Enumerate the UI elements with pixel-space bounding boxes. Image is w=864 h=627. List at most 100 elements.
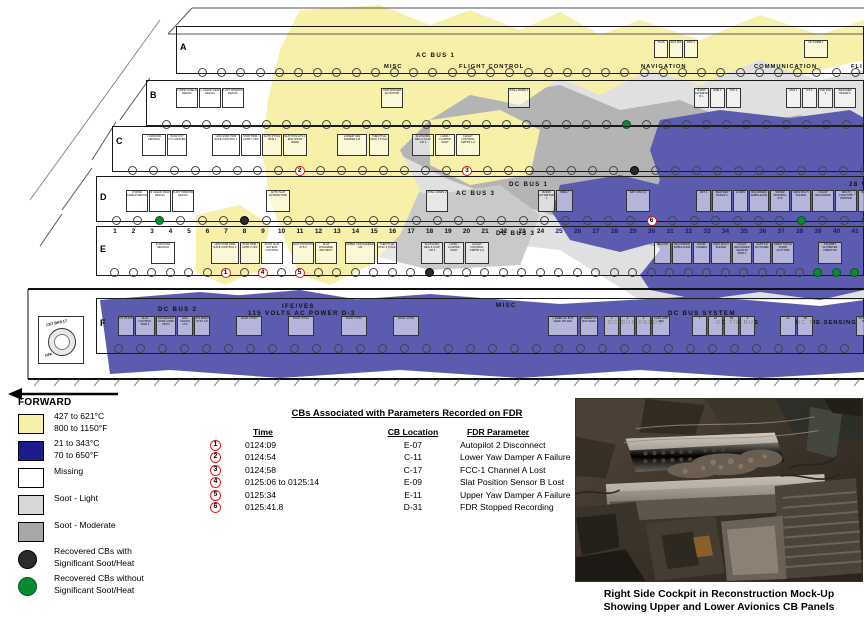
- circuit-breaker-hole[interactable]: [466, 344, 475, 353]
- circuit-breaker-hole[interactable]: [488, 344, 497, 353]
- circuit-breaker-hole[interactable]: [240, 216, 250, 225]
- circuit-breaker-hole[interactable]: [642, 120, 651, 129]
- circuit-breaker-hole[interactable]: [202, 268, 212, 277]
- circuit-breaker-hole[interactable]: [390, 68, 399, 77]
- circuit-breaker-hole[interactable]: [762, 120, 771, 129]
- circuit-breaker-hole[interactable]: [668, 216, 678, 225]
- circuit-breaker-hole[interactable]: [302, 120, 311, 129]
- circuit-breaker-hole[interactable]: [475, 216, 485, 225]
- circuit-breaker-hole[interactable]: [390, 216, 400, 225]
- circuit-breaker-hole[interactable]: [742, 120, 751, 129]
- circuit-breaker-hole[interactable]: [114, 344, 123, 353]
- circuit-breaker-hole[interactable]: [184, 268, 193, 277]
- circuit-breaker-hole[interactable]: [326, 216, 335, 225]
- circuit-breaker-hole[interactable]: [525, 166, 535, 175]
- circuit-breaker-hole[interactable]: [148, 166, 158, 175]
- circuit-breaker-hole[interactable]: [504, 166, 514, 175]
- circuit-breaker-hole[interactable]: [720, 268, 730, 277]
- circuit-breaker-hole[interactable]: [443, 268, 452, 277]
- circuit-breaker-hole[interactable]: [554, 344, 563, 353]
- circuit-breaker-hole[interactable]: [625, 216, 635, 225]
- circuit-breaker-hole[interactable]: [842, 120, 851, 129]
- circuit-breaker-hole[interactable]: [370, 68, 380, 77]
- circuit-breaker-hole[interactable]: [182, 120, 191, 129]
- circuit-breaker-hole[interactable]: [420, 166, 430, 175]
- circuit-breaker-hole[interactable]: [850, 68, 860, 77]
- ckt-bkr-light-knob[interactable]: CKT BKR LT OFF: [38, 316, 84, 364]
- circuit-breaker-hole[interactable]: [732, 216, 742, 225]
- circuit-breaker-hole[interactable]: [482, 120, 491, 129]
- circuit-breaker-hole[interactable]: [422, 120, 431, 129]
- circuit-breaker-hole[interactable]: [253, 166, 263, 175]
- circuit-breaker-hole[interactable]: [686, 344, 695, 353]
- circuit-breaker-hole[interactable]: [304, 216, 314, 225]
- circuit-breaker-hole[interactable]: [817, 166, 827, 175]
- circuit-breaker-hole[interactable]: [283, 216, 293, 225]
- circuit-breaker-hole[interactable]: [692, 166, 702, 175]
- circuit-breaker-hole[interactable]: [683, 268, 693, 277]
- circuit-breaker-hole[interactable]: [211, 166, 221, 175]
- circuit-breaker-hole[interactable]: [859, 166, 864, 175]
- circuit-breaker-hole[interactable]: [337, 166, 346, 175]
- circuit-breaker-hole[interactable]: [517, 268, 526, 277]
- circuit-breaker-hole[interactable]: [775, 216, 785, 225]
- circuit-breaker-hole[interactable]: [444, 344, 453, 353]
- circuit-breaker-hole[interactable]: [262, 120, 271, 129]
- circuit-breaker-hole[interactable]: [399, 166, 409, 175]
- circuit-breaker-hole[interactable]: [347, 216, 357, 225]
- circuit-breaker-hole[interactable]: [566, 166, 576, 175]
- circuit-breaker-hole[interactable]: [754, 68, 764, 77]
- circuit-breaker-hole[interactable]: [362, 120, 371, 129]
- circuit-breaker-hole[interactable]: [752, 344, 761, 353]
- circuit-breaker-hole[interactable]: [562, 120, 571, 129]
- circuit-breaker-hole[interactable]: [290, 344, 299, 353]
- circuit-breaker-hole[interactable]: [562, 68, 572, 77]
- circuit-breaker-hole[interactable]: [822, 120, 831, 129]
- circuit-breaker-hole[interactable]: [735, 68, 745, 77]
- circuit-breaker-hole[interactable]: [498, 268, 508, 277]
- circuit-breaker-hole[interactable]: [433, 216, 442, 225]
- circuit-breaker-hole[interactable]: [642, 344, 651, 353]
- circuit-breaker-hole[interactable]: [831, 68, 841, 77]
- circuit-breaker-hole[interactable]: [387, 268, 397, 277]
- circuit-breaker-hole[interactable]: [462, 120, 471, 129]
- circuit-breaker-hole[interactable]: [722, 120, 731, 129]
- circuit-breaker-hole[interactable]: [483, 166, 493, 175]
- circuit-breaker-hole[interactable]: [342, 120, 351, 129]
- circuit-breaker-hole[interactable]: [678, 68, 687, 77]
- circuit-breaker-hole[interactable]: [664, 344, 673, 353]
- circuit-breaker-hole[interactable]: [546, 166, 555, 175]
- circuit-breaker-hole[interactable]: [818, 216, 828, 225]
- circuit-breaker-hole[interactable]: [861, 216, 864, 225]
- circuit-breaker-hole[interactable]: [217, 68, 227, 77]
- circuit-breaker-hole[interactable]: [136, 344, 145, 353]
- circuit-breaker-hole[interactable]: [582, 216, 592, 225]
- circuit-breaker-hole[interactable]: [840, 344, 849, 353]
- circuit-breaker-hole[interactable]: [505, 68, 515, 77]
- circuit-breaker-hole[interactable]: [422, 344, 431, 353]
- circuit-breaker-hole[interactable]: [608, 166, 618, 175]
- circuit-breaker-hole[interactable]: [757, 268, 767, 277]
- circuit-breaker-hole[interactable]: [133, 216, 143, 225]
- circuit-breaker-hole[interactable]: [402, 120, 411, 129]
- circuit-breaker-hole[interactable]: [639, 68, 649, 77]
- circuit-breaker-hole[interactable]: [322, 120, 331, 129]
- circuit-breaker-hole[interactable]: [542, 120, 551, 129]
- circuit-breaker-hole[interactable]: [839, 216, 849, 225]
- circuit-breaker-hole[interactable]: [236, 68, 246, 77]
- circuit-breaker-hole[interactable]: [165, 268, 175, 277]
- circuit-breaker-hole[interactable]: [812, 68, 822, 77]
- circuit-breaker-hole[interactable]: [671, 166, 681, 175]
- circuit-breaker-hole[interactable]: [147, 268, 156, 277]
- circuit-breaker-hole[interactable]: [582, 120, 591, 129]
- circuit-breaker-hole[interactable]: [650, 166, 660, 175]
- circuit-breaker-hole[interactable]: [197, 216, 207, 225]
- circuit-breaker-hole[interactable]: [622, 120, 631, 129]
- circuit-breaker-hole[interactable]: [466, 68, 476, 77]
- circuit-breaker-hole[interactable]: [222, 120, 231, 129]
- circuit-breaker-hole[interactable]: [532, 344, 541, 353]
- circuit-breaker-hole[interactable]: [754, 216, 763, 225]
- circuit-breaker-hole[interactable]: [543, 68, 553, 77]
- circuit-breaker-hole[interactable]: [411, 216, 421, 225]
- circuit-breaker-hole[interactable]: [682, 120, 691, 129]
